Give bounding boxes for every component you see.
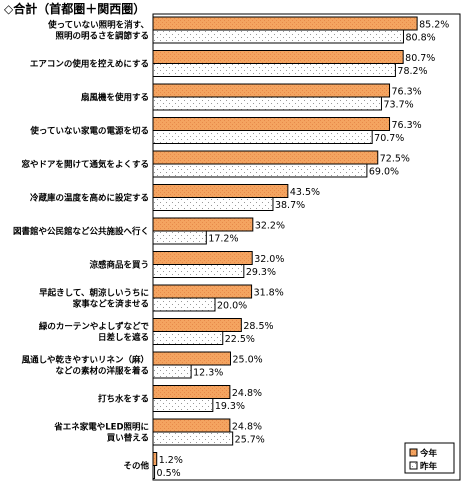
category-label: エアコンの使用を控えめにする <box>30 59 149 70</box>
bar-last-year <box>152 163 368 178</box>
bar-this-year <box>152 251 253 265</box>
bar-last-year <box>152 230 207 245</box>
bar-last-year <box>152 297 216 312</box>
category-label: 扇風機を使用する <box>81 92 149 103</box>
legend-label: 今年 <box>419 448 438 459</box>
bar-this-year <box>152 418 231 433</box>
value-label: 28.5% <box>243 321 273 332</box>
category-label: 省エネ家電やLED照明に <box>53 422 149 433</box>
bar-last-year <box>152 96 382 111</box>
bar-this-year <box>152 50 404 64</box>
value-label: 25.7% <box>235 435 265 446</box>
category-label: 窓やドアを開けて通気をよくする <box>21 159 149 170</box>
value-label: 76.3% <box>392 87 422 98</box>
legend-swatch <box>409 448 418 457</box>
bar-last-year <box>152 29 404 44</box>
bar-last-year <box>152 264 245 278</box>
category-label: 照明の明るさを調節する <box>55 31 149 42</box>
value-label: 20.0% <box>217 301 247 312</box>
value-label: 25.0% <box>233 355 263 366</box>
value-label: 80.7% <box>405 53 435 64</box>
value-label: 17.2% <box>208 234 238 245</box>
bar-this-year <box>152 16 418 31</box>
bar-this-year <box>152 117 391 131</box>
category-label: などの素材の洋服を着る <box>55 366 149 377</box>
bar-this-year <box>152 318 242 332</box>
bar-this-year <box>152 83 391 98</box>
bar-last-year <box>152 331 224 345</box>
value-label: 19.3% <box>215 401 245 412</box>
value-label: 80.8% <box>405 33 435 44</box>
bar-this-year <box>152 217 254 232</box>
value-label: 32.0% <box>254 254 284 265</box>
category-label: 緑のカーテンやよしずなどで <box>39 321 150 332</box>
value-label: 76.3% <box>392 120 422 131</box>
bar-this-year <box>152 385 231 399</box>
chart-title: ◇合計（首都圏＋関西圏） <box>4 2 146 16</box>
value-label: 32.2% <box>255 221 285 232</box>
value-label: 1.2% <box>159 455 183 466</box>
legend-swatch <box>409 461 418 470</box>
legend-label: 昨年 <box>420 461 438 472</box>
value-label: 29.3% <box>246 267 276 278</box>
value-label: 72.5% <box>380 154 410 165</box>
bar-last-year <box>152 364 192 379</box>
plot-frame <box>152 13 461 481</box>
category-label: 涼感商品を買う <box>89 260 149 271</box>
value-label: 70.7% <box>374 133 404 144</box>
category-label: その他 <box>123 461 149 472</box>
category-label: 早起きして、朝涼しいうちに <box>39 288 149 299</box>
category-label: 家事などを済ませる <box>73 299 149 310</box>
value-label: 24.8% <box>232 388 262 399</box>
value-label: 69.0% <box>369 167 399 178</box>
bar-this-year <box>152 452 158 466</box>
category-label: 日差しを遮る <box>98 332 149 343</box>
bar-last-year <box>152 197 274 211</box>
value-label: 73.7% <box>383 100 413 111</box>
category-label: 打ち水をする <box>98 394 149 405</box>
bar-last-year <box>152 465 156 479</box>
value-label: 85.2% <box>419 20 449 31</box>
bar-this-year <box>152 351 231 366</box>
category-label: 使っていない照明を消す、 <box>47 20 149 31</box>
category-label: 買い替える <box>107 433 149 444</box>
value-label: 22.5% <box>225 334 255 345</box>
bar-last-year <box>152 63 396 77</box>
value-label: 24.8% <box>232 422 262 433</box>
value-label: 38.7% <box>275 200 305 211</box>
value-label: 31.8% <box>254 288 284 299</box>
bar-last-year <box>152 130 373 144</box>
bar-last-year <box>152 398 214 412</box>
bar-this-year <box>152 284 253 299</box>
category-label: 図書館や公民館など公共施設へ行く <box>13 226 149 237</box>
bar-this-year <box>152 150 379 165</box>
value-label: 12.3% <box>193 368 223 379</box>
value-label: 43.5% <box>290 187 320 198</box>
category-label: 冷蔵庫の温度を高めに設定する <box>30 193 149 204</box>
value-label: 0.5% <box>157 468 181 479</box>
category-label: 使っていない家電の電源を切る <box>29 126 149 137</box>
bar-last-year <box>152 431 234 446</box>
category-label: 風通しや乾きやすいリネン（麻） <box>22 355 149 366</box>
bar-this-year <box>152 184 289 198</box>
value-label: 78.2% <box>397 66 427 77</box>
